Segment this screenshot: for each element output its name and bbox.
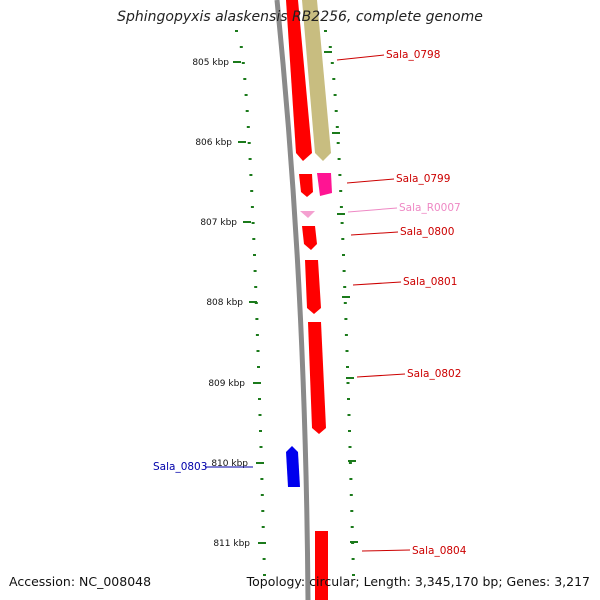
scale-dot — [349, 478, 353, 480]
scale-dot — [260, 494, 264, 496]
scale-dot — [252, 238, 256, 240]
kbp-label: 807 kbp — [200, 218, 237, 228]
leader-lines — [205, 54, 411, 552]
scale-dot — [347, 414, 351, 416]
scale-dot — [241, 62, 245, 64]
scale-dot — [342, 254, 345, 256]
scale-dot — [245, 110, 249, 112]
gene-sala-0799 — [299, 174, 313, 197]
scale-dot — [243, 78, 247, 80]
scale-dot — [259, 446, 263, 448]
genome-summary: Topology: circular; Length: 3,345,170 bp… — [246, 574, 590, 589]
gene-label-sala-0804[interactable]: Sala_0804 — [412, 545, 467, 557]
scale-dot — [262, 558, 266, 560]
scale-dot — [250, 190, 254, 192]
kbp-label: 805 kbp — [192, 58, 229, 68]
scale-dot — [344, 334, 348, 336]
scale-dot — [346, 366, 349, 368]
scale-dot — [235, 30, 238, 32]
scale-dot — [259, 430, 262, 432]
scale-dot — [260, 478, 264, 480]
scale-dot — [251, 222, 255, 224]
scale-dot — [250, 206, 254, 208]
scale-dot — [253, 270, 257, 272]
scale-dot — [249, 174, 253, 176]
scale-dot — [244, 94, 248, 96]
gene-label-sala-r0007[interactable]: Sala_R0007 — [399, 202, 461, 214]
scale-dot — [347, 398, 350, 400]
scale-dot — [261, 526, 265, 528]
scale-dots-left — [235, 30, 266, 576]
gene-sala-0802 — [308, 322, 326, 434]
gene-upstream-red — [286, 0, 312, 161]
gene-label-sala-0798[interactable]: Sala_0798 — [386, 49, 440, 61]
scale-dot — [337, 158, 341, 160]
gene-label-sala-0801[interactable]: Sala_0801 — [403, 276, 457, 288]
accession-text: Accession: NC_008048 — [9, 574, 152, 589]
gene-label-sala-0799[interactable]: Sala_0799 — [396, 173, 450, 185]
scale-dot — [339, 206, 343, 208]
scale-dot — [263, 574, 266, 576]
scale-dot — [346, 382, 350, 384]
scale-dot — [344, 318, 348, 320]
kbp-label: 810 kbp — [211, 459, 248, 469]
scale-dot — [255, 318, 259, 320]
kbp-label: 806 kbp — [195, 138, 232, 148]
gene-sala-0799-magenta — [317, 173, 332, 196]
scale-dot — [350, 510, 354, 512]
scale-dot — [332, 78, 336, 80]
scale-dot — [348, 462, 352, 464]
kbp-ticks: 805 kbp 806 kbp 807 kbp 808 kbp 809 kbp … — [192, 51, 358, 549]
scale-dot — [336, 142, 340, 144]
scale-dot — [351, 558, 355, 560]
gene-sala-0803 — [286, 446, 300, 487]
gene-label-sala-0800[interactable]: Sala_0800 — [400, 226, 454, 238]
scale-dot — [349, 494, 353, 496]
scale-dot — [345, 350, 349, 352]
gene-label-sala-0802[interactable]: Sala_0802 — [407, 368, 461, 380]
scale-dot — [253, 254, 256, 256]
scale-dot — [261, 510, 265, 512]
scale-dot — [334, 110, 338, 112]
gene-label-sala-0803[interactable]: Sala_0803 — [153, 461, 207, 473]
scale-dot — [352, 574, 355, 576]
scale-dot — [248, 158, 252, 160]
map-title: Sphingopyxis alaskensis RB2256, complete… — [117, 9, 483, 25]
gene-sala-0800 — [302, 226, 317, 250]
gene-sala-0798 — [302, 0, 331, 161]
scale-dots-right — [324, 30, 355, 576]
scale-dot — [343, 286, 347, 288]
scale-dot — [328, 46, 332, 48]
scale-dot — [324, 30, 327, 32]
scale-dot — [239, 46, 243, 48]
scale-dot — [330, 62, 334, 64]
scale-dot — [348, 446, 352, 448]
scale-dot — [256, 350, 260, 352]
scale-dot — [339, 190, 343, 192]
scale-dot — [335, 126, 339, 128]
kbp-label: 811 kbp — [213, 539, 250, 549]
kbp-label: 809 kbp — [208, 379, 245, 389]
scale-dot — [257, 366, 260, 368]
scale-dot — [255, 334, 259, 336]
scale-dot — [333, 94, 337, 96]
scale-dot — [340, 222, 344, 224]
scale-dot — [343, 302, 347, 304]
scale-dot — [342, 270, 346, 272]
scale-dot — [338, 174, 342, 176]
kbp-label: 808 kbp — [206, 298, 243, 308]
scale-dot — [350, 526, 354, 528]
scale-dot — [246, 126, 250, 128]
scale-dot — [247, 142, 251, 144]
gene-sala-0801 — [305, 260, 321, 314]
scale-dot — [341, 238, 345, 240]
scale-dot — [258, 398, 261, 400]
scale-dot — [254, 286, 258, 288]
scale-dot — [258, 414, 262, 416]
backbone-line — [274, 0, 311, 600]
gene-sala-r0007 — [300, 211, 315, 218]
gene-sala-0804 — [315, 531, 328, 600]
scale-dot — [348, 430, 351, 432]
